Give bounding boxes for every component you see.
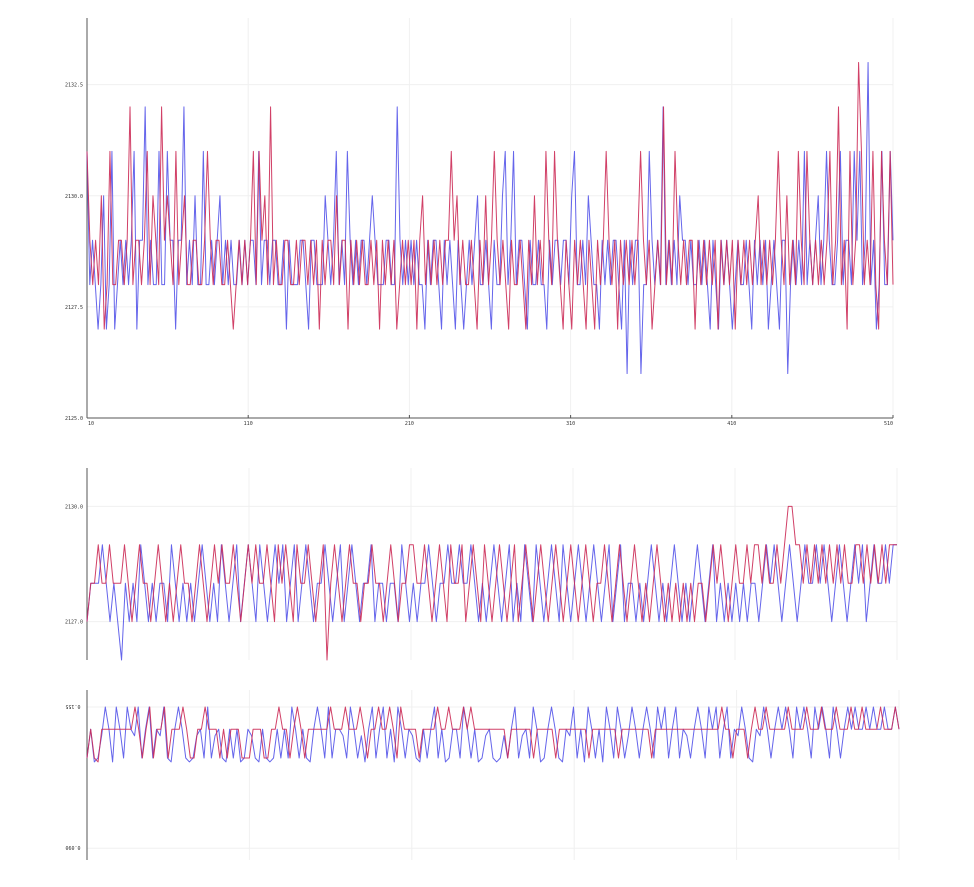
x-tick-label: 110	[244, 421, 253, 427]
y-tick-label: 2127.5	[65, 305, 83, 311]
x-tick-label: 510	[884, 421, 893, 427]
y-tick-label: 0.090	[65, 844, 80, 850]
series-line-blue	[86, 61, 894, 375]
chart-top: 2125.0 2127.5 2130.0 2132.5 10 110 210 310 410 51…	[65, 18, 894, 427]
chart-bottom: 0.090 0.155	[65, 690, 900, 860]
chart-middle: 2127.0 2130.0	[65, 468, 898, 661]
y-tick-label: 2130.0	[65, 194, 83, 200]
x-tick-label: 210	[405, 421, 414, 427]
series-line-blue	[86, 706, 900, 763]
y-tick-label: 2130.0	[65, 504, 83, 510]
x-tick-label: 10	[88, 421, 94, 427]
series-line-blue	[86, 544, 897, 661]
y-tick-label: 2127.0	[65, 620, 83, 626]
series-line-red	[86, 505, 897, 661]
series-line-red	[86, 706, 900, 763]
y-tick-label: 2125.0	[65, 416, 83, 422]
y-tick-label: 0.155	[65, 703, 80, 709]
y-tick-label: 2132.5	[65, 83, 83, 89]
series-line-red	[86, 61, 894, 330]
x-tick-label: 410	[727, 421, 736, 427]
x-tick-label: 310	[566, 421, 575, 427]
